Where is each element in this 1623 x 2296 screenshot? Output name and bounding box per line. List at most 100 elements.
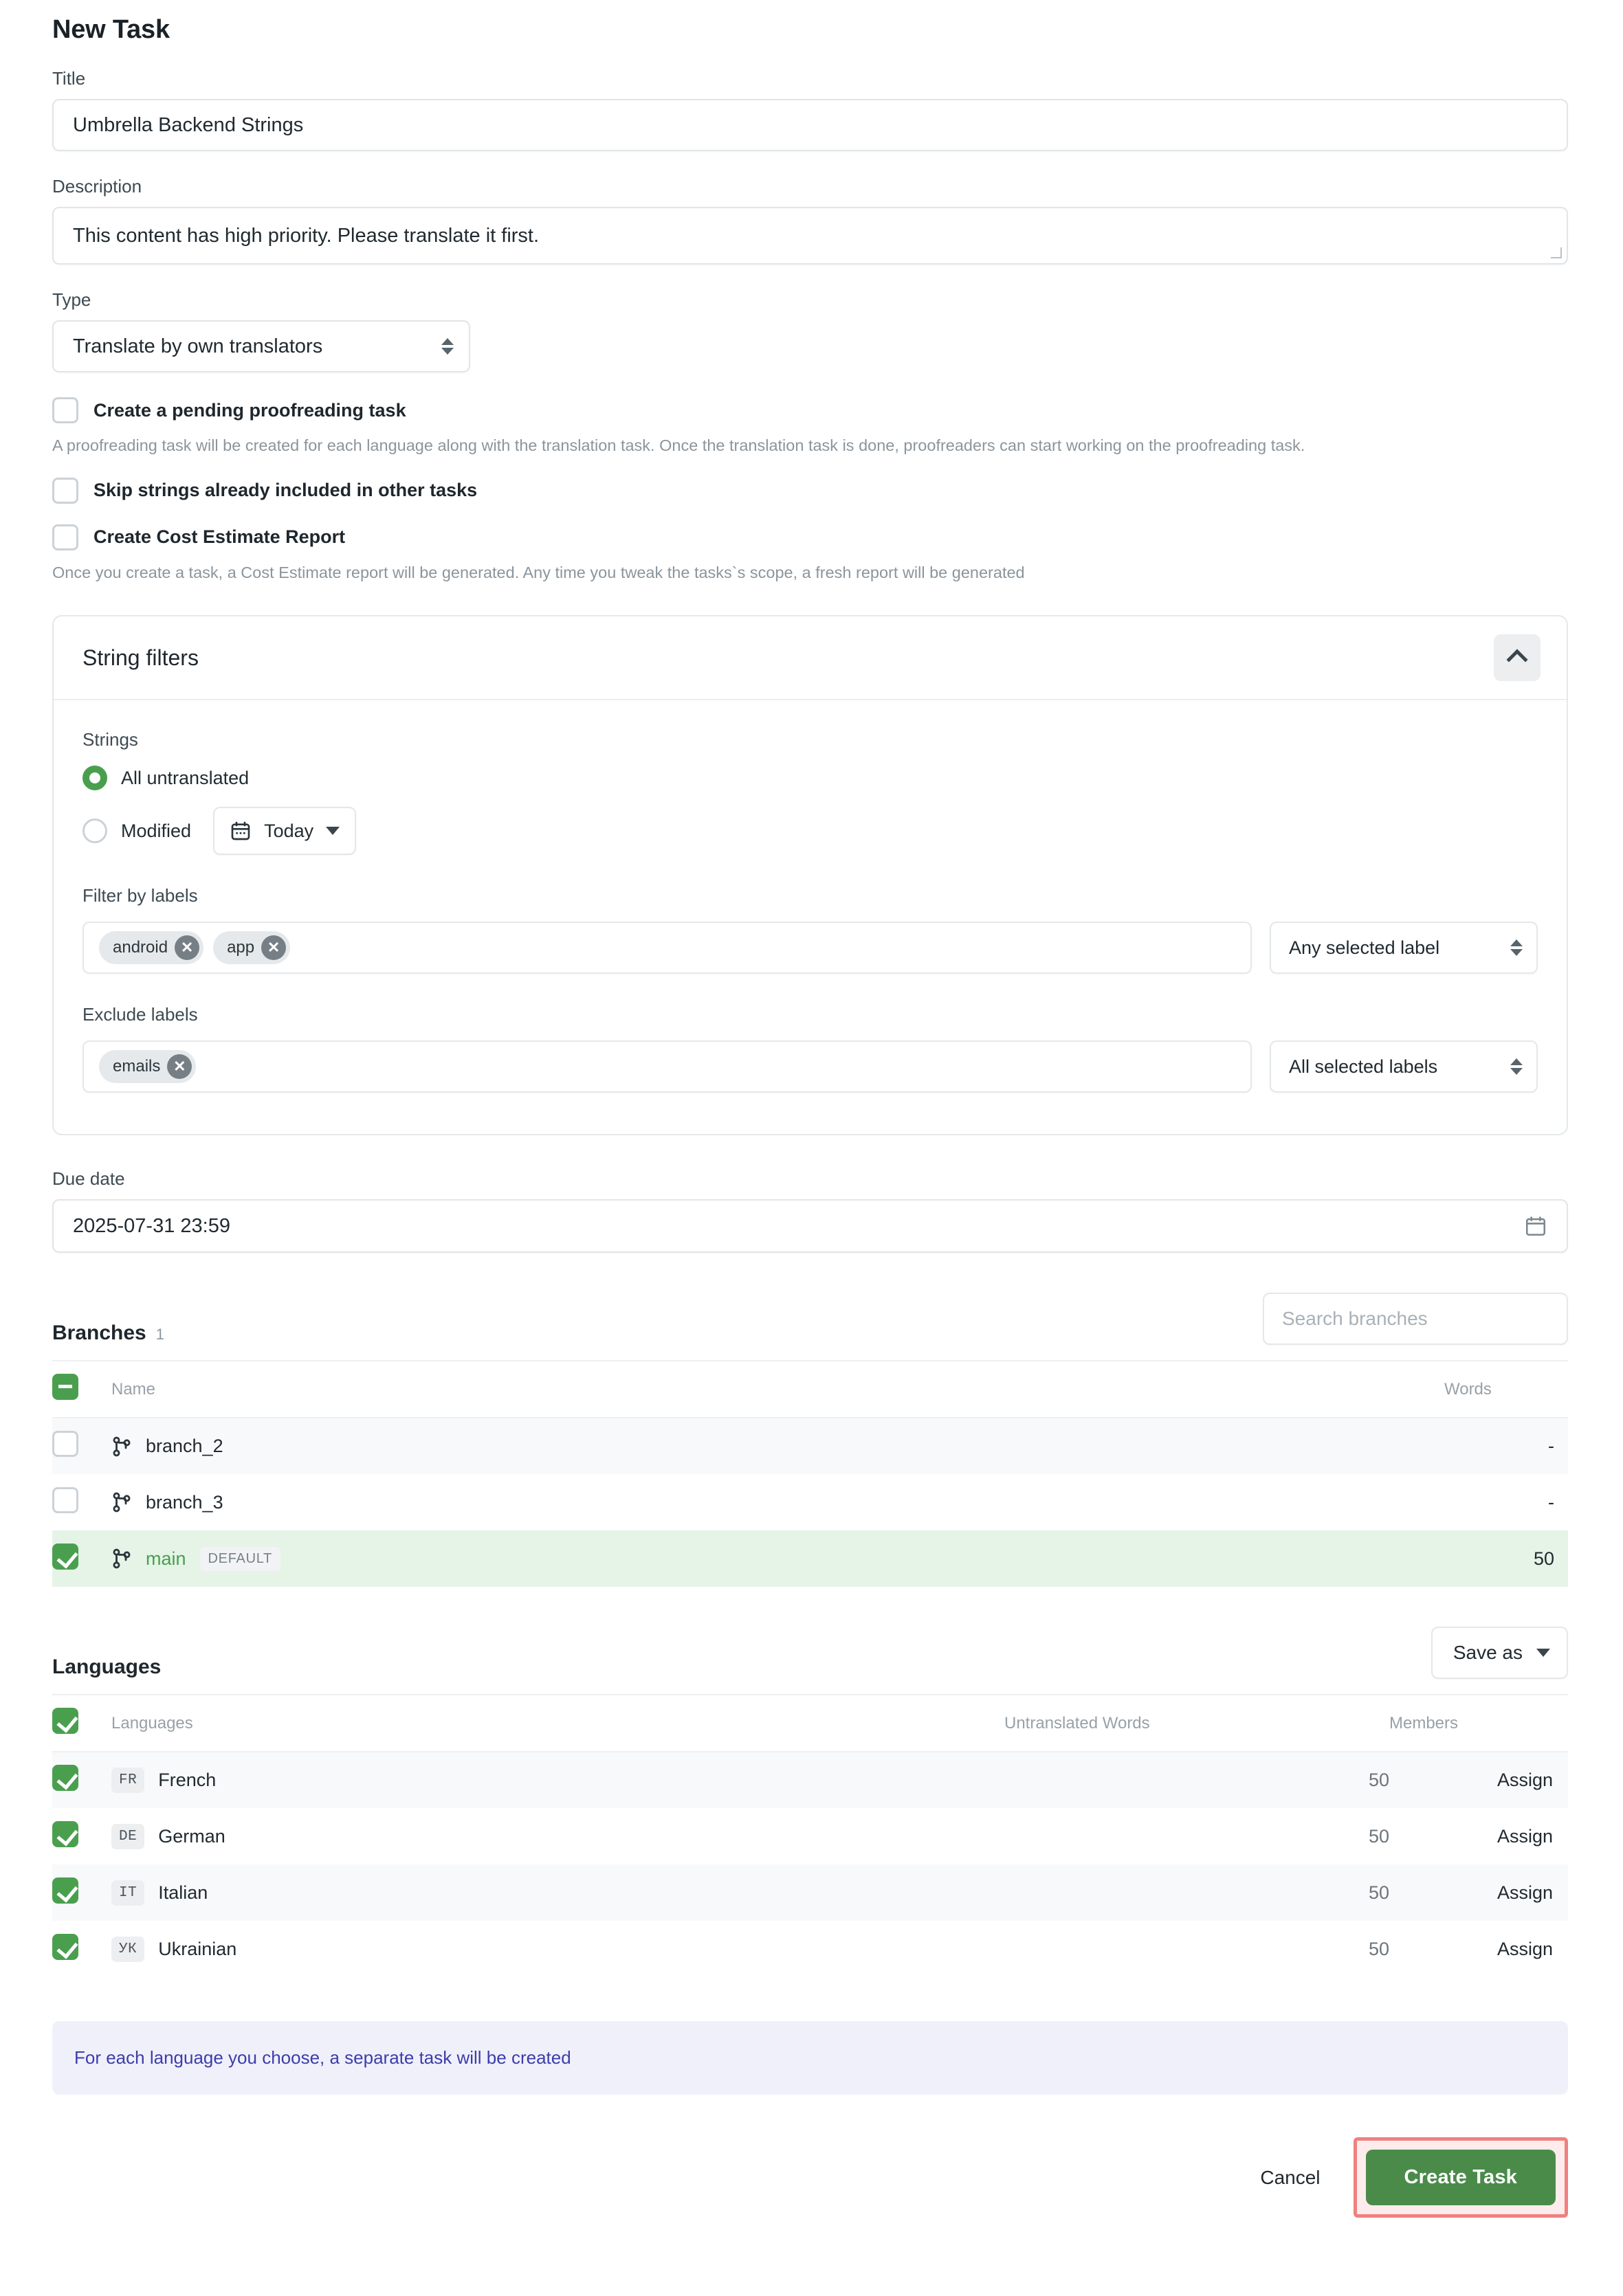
language-row-checkbox-cell[interactable] <box>52 1921 111 1977</box>
branch-checkbox[interactable] <box>52 1486 78 1513</box>
branches-count: 1 <box>155 1326 164 1344</box>
type-select[interactable]: Translate by own translators <box>52 320 470 372</box>
skip-strings-row[interactable]: Skip strings already included in other t… <box>52 477 1568 504</box>
description-label: Description <box>52 176 142 197</box>
list-item[interactable]: IT Italian 50 Assign <box>52 1864 1568 1921</box>
cost-estimate-help-text: Once you create a task, a Cost Estimate … <box>52 563 1025 581</box>
due-date-input[interactable]: 2025-07-31 23:59 <box>52 1199 1568 1253</box>
create-cost-estimate-report-checkbox[interactable] <box>52 524 78 550</box>
table-row[interactable]: branch_3 - <box>52 1474 1568 1530</box>
create-pending-proofreading-task-checkbox[interactable] <box>52 397 78 423</box>
resize-handle-icon[interactable] <box>1552 248 1563 259</box>
label-tag[interactable]: app ✕ <box>213 931 291 965</box>
branches-select-all-checkbox[interactable] <box>52 1374 78 1401</box>
label-tag-text: android <box>113 938 168 957</box>
git-branch-icon <box>113 1493 131 1513</box>
assign-link[interactable]: Assign <box>1497 1882 1553 1903</box>
table-row[interactable]: branch_2 - <box>52 1418 1568 1475</box>
branch-row-checkbox-cell[interactable] <box>52 1474 111 1530</box>
calendar-icon <box>231 822 250 840</box>
remove-tag-icon[interactable]: ✕ <box>175 935 200 961</box>
radio-all-untranslated-row[interactable]: All untranslated <box>82 766 1538 791</box>
languages-select-all-checkbox[interactable] <box>52 1708 78 1735</box>
language-untranslated-words: 50 <box>1004 1752 1389 1809</box>
proofreading-checkbox-group: Create a pending proofreading task A pro… <box>52 397 1568 457</box>
select-arrows-icon <box>441 338 454 355</box>
assign-link[interactable]: Assign <box>1497 1825 1553 1847</box>
chevron-down-icon <box>1536 1649 1550 1658</box>
remove-tag-icon[interactable]: ✕ <box>167 1054 192 1080</box>
assign-members-cell[interactable]: Assign <box>1389 1864 1568 1921</box>
filter-by-labels-input[interactable]: android ✕ app ✕ <box>82 922 1252 974</box>
language-row-checkbox-cell[interactable] <box>52 1808 111 1864</box>
string-filters-body: Strings All untranslated Modified <box>54 700 1567 1134</box>
radio-all-untranslated[interactable] <box>82 766 107 791</box>
create-task-button[interactable]: Create Task <box>1365 2150 1556 2206</box>
language-checkbox[interactable] <box>52 1933 78 1960</box>
language-name: Ukrainian <box>158 1938 237 1959</box>
chevron-up-icon[interactable] <box>1494 634 1541 682</box>
languages-section-header: Languages Save as <box>52 1627 1568 1680</box>
page-title: New Task <box>52 15 170 44</box>
language-name-cell: IT Italian <box>111 1864 1004 1921</box>
create-pending-proofreading-task-label: Create a pending proofreading task <box>93 399 406 421</box>
languages-col-name: Languages <box>111 1694 1004 1753</box>
radio-modified-row[interactable]: Modified Today <box>82 807 1538 856</box>
assign-link[interactable]: Assign <box>1497 1938 1553 1959</box>
list-item[interactable]: УК Ukrainian 50 Assign <box>52 1921 1568 1977</box>
assign-members-cell[interactable]: Assign <box>1389 1921 1568 1977</box>
languages-table-header: Languages Untranslated Words Members <box>52 1694 1568 1753</box>
list-item[interactable]: FR French 50 Assign <box>52 1752 1568 1809</box>
radio-modified[interactable] <box>82 818 107 844</box>
languages-col-members: Members <box>1389 1694 1568 1753</box>
create-pending-proofreading-task-row[interactable]: Create a pending proofreading task <box>52 397 1568 423</box>
save-as-button[interactable]: Save as <box>1431 1627 1568 1680</box>
language-row-checkbox-cell[interactable] <box>52 1864 111 1921</box>
branch-row-checkbox-cell[interactable] <box>52 1530 111 1587</box>
cancel-button[interactable]: Cancel <box>1260 2166 1321 2188</box>
language-checkbox[interactable] <box>52 1765 78 1792</box>
branch-checkbox[interactable] <box>52 1431 78 1458</box>
language-name-cell: FR French <box>111 1752 1004 1809</box>
language-untranslated-words: 50 <box>1368 1938 1389 1959</box>
language-code-badge: IT <box>111 1880 145 1906</box>
label-tag[interactable]: android ✕ <box>99 931 204 965</box>
calendar-icon[interactable] <box>1524 1214 1547 1238</box>
language-checkbox[interactable] <box>52 1877 78 1904</box>
info-banner: For each language you choose, a separate… <box>52 2021 1568 2095</box>
skip-strings-checkbox[interactable] <box>52 477 78 504</box>
default-branch-badge: DEFAULT <box>199 1546 280 1571</box>
assign-members-cell[interactable]: Assign <box>1389 1808 1568 1864</box>
assign-link[interactable]: Assign <box>1497 1770 1553 1791</box>
create-cost-estimate-report-row[interactable]: Create Cost Estimate Report <box>52 524 1568 550</box>
exclude-labels-input[interactable]: emails ✕ <box>82 1040 1252 1093</box>
language-checkbox[interactable] <box>52 1820 78 1847</box>
search-branches-input[interactable]: Search branches <box>1263 1293 1568 1346</box>
description-textarea[interactable]: This content has high priority. Please t… <box>52 207 1568 265</box>
table-row[interactable]: main DEFAULT 50 <box>52 1530 1568 1587</box>
assign-members-cell[interactable]: Assign <box>1389 1752 1568 1809</box>
string-filters-header[interactable]: String filters <box>54 616 1567 701</box>
git-branch-icon <box>113 1436 131 1457</box>
filter-labels-mode-select[interactable]: Any selected label <box>1270 922 1538 974</box>
list-item[interactable]: DE German 50 Assign <box>52 1808 1568 1864</box>
exclude-labels-mode-select[interactable]: All selected labels <box>1270 1040 1538 1093</box>
branch-row-checkbox-cell[interactable] <box>52 1418 111 1475</box>
branch-name-cell: branch_3 <box>111 1474 1444 1530</box>
language-row-checkbox-cell[interactable] <box>52 1752 111 1809</box>
languages-select-all-cell[interactable] <box>52 1694 111 1753</box>
modified-date-range-dropdown[interactable]: Today <box>213 807 357 856</box>
remove-tag-icon[interactable]: ✕ <box>261 935 287 961</box>
language-name-cell: УК Ukrainian <box>111 1921 1004 1977</box>
branches-table: Name Words <box>52 1360 1568 1587</box>
title-input[interactable]: Umbrella Backend Strings <box>52 99 1568 151</box>
type-select-value: Translate by own translators <box>73 335 323 357</box>
branch-name: branch_3 <box>146 1491 223 1513</box>
label-tag[interactable]: emails ✕ <box>99 1050 197 1084</box>
filter-labels-mode-value: Any selected label <box>1289 937 1440 958</box>
branches-select-all-cell[interactable] <box>52 1360 111 1419</box>
string-filters-panel: String filters Strings All untranslated … <box>52 615 1568 1136</box>
proofreading-help-text: A proofreading task will be created for … <box>52 436 1305 454</box>
branch-checkbox[interactable] <box>52 1543 78 1570</box>
